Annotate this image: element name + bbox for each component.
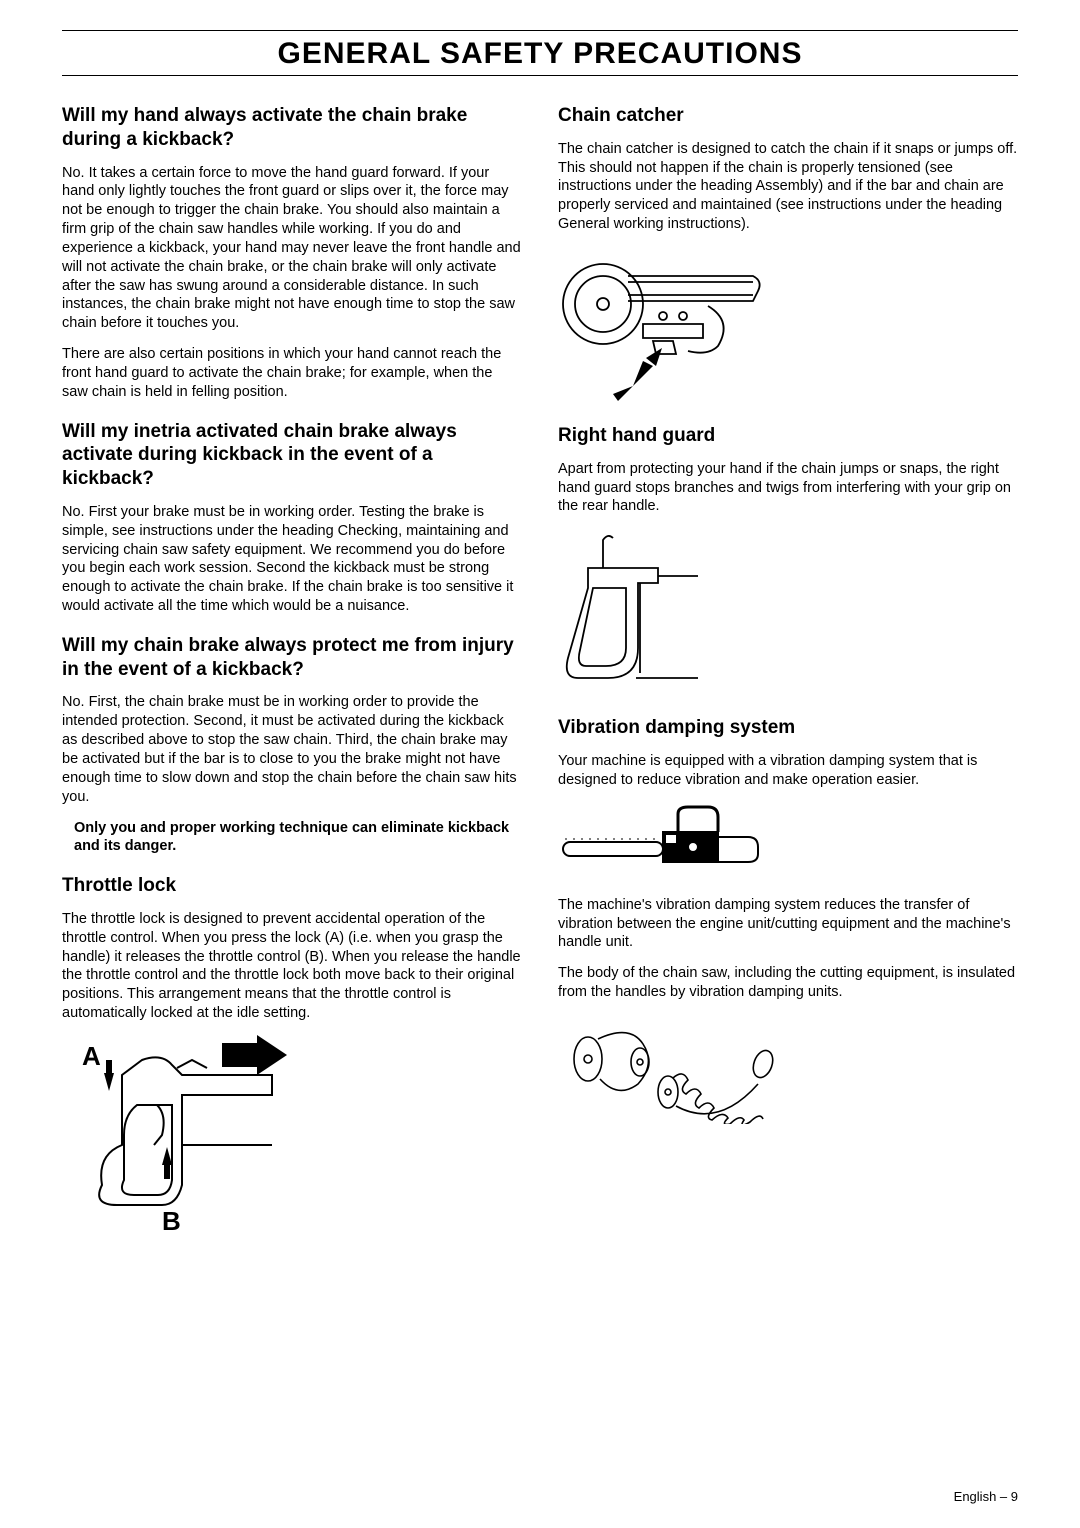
page-title: GENERAL SAFETY PRECAUTIONS — [62, 37, 1018, 71]
heading-hand-activate: Will my hand always activate the chain b… — [62, 104, 522, 152]
para: There are also certain positions in whic… — [62, 345, 522, 402]
heading-right-hand-guard: Right hand guard — [558, 424, 1018, 448]
page-footer: English – 9 — [954, 1489, 1018, 1504]
footer-dash: – — [996, 1489, 1010, 1504]
right-column: Chain catcher The chain catcher is desig… — [558, 104, 1018, 1249]
para: No. First your brake must be in working … — [62, 503, 522, 616]
heading-inertia: Will my inetria activated chain brake al… — [62, 420, 522, 491]
footer-pagenum: 9 — [1011, 1489, 1018, 1504]
para: Apart from protecting your hand if the c… — [558, 460, 1018, 517]
para: Your machine is equipped with a vibratio… — [558, 752, 1018, 790]
diagram-chain-catcher — [558, 246, 1018, 406]
diagram-right-hand-guard — [558, 528, 1018, 698]
diagram-damping-units — [558, 1014, 1018, 1124]
diagram-chainsaw-side — [558, 802, 1018, 882]
para: The machine's vibration damping system r… — [558, 896, 1018, 953]
label-b: B — [162, 1206, 181, 1235]
para: The throttle lock is designed to prevent… — [62, 910, 522, 1023]
heading-protect: Will my chain brake always protect me fr… — [62, 634, 522, 682]
para: The chain catcher is designed to catch t… — [558, 140, 1018, 234]
heading-chain-catcher: Chain catcher — [558, 104, 1018, 128]
heading-throttle-lock: Throttle lock — [62, 874, 522, 898]
footer-language: English — [954, 1489, 997, 1504]
para-bold: Only you and proper working technique ca… — [62, 819, 522, 857]
label-a: A — [82, 1041, 101, 1071]
para: No. It takes a certain force to move the… — [62, 164, 522, 334]
para: The body of the chain saw, including the… — [558, 964, 1018, 1002]
para: No. First, the chain brake must be in wo… — [62, 693, 522, 806]
title-bar: GENERAL SAFETY PRECAUTIONS — [62, 30, 1018, 76]
diagram-throttle-lock: A B — [62, 1035, 522, 1235]
content-columns: Will my hand always activate the chain b… — [62, 104, 1018, 1249]
heading-vibration-damping: Vibration damping system — [558, 716, 1018, 740]
left-column: Will my hand always activate the chain b… — [62, 104, 522, 1249]
